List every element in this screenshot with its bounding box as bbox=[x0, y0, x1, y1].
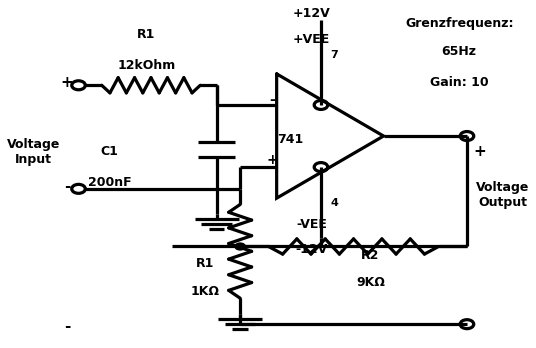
Text: 9KΩ: 9KΩ bbox=[356, 276, 385, 289]
Text: R2: R2 bbox=[361, 248, 379, 262]
Text: -12V: -12V bbox=[295, 244, 327, 256]
Text: -: - bbox=[64, 319, 70, 334]
Text: R1: R1 bbox=[137, 28, 155, 41]
Text: 4: 4 bbox=[330, 198, 338, 208]
Text: -: - bbox=[64, 179, 70, 193]
Text: 200nF: 200nF bbox=[88, 176, 132, 189]
Text: 65Hz: 65Hz bbox=[442, 45, 477, 58]
Text: +VEE: +VEE bbox=[293, 33, 330, 46]
Text: +: + bbox=[266, 153, 278, 167]
Text: 7: 7 bbox=[330, 50, 338, 60]
Text: Grenzfrequenz:: Grenzfrequenz: bbox=[405, 17, 513, 30]
Text: 741: 741 bbox=[278, 133, 304, 146]
Text: +12V: +12V bbox=[293, 7, 331, 20]
Circle shape bbox=[235, 243, 245, 250]
Text: -VEE: -VEE bbox=[296, 218, 327, 231]
Text: +: + bbox=[61, 75, 73, 90]
Text: 12kOhm: 12kOhm bbox=[117, 59, 175, 72]
Text: R1: R1 bbox=[196, 257, 214, 270]
Text: 1KΩ: 1KΩ bbox=[191, 285, 220, 298]
Text: Gain: 10: Gain: 10 bbox=[430, 76, 488, 89]
Text: C1: C1 bbox=[101, 145, 119, 158]
Text: +: + bbox=[474, 144, 486, 159]
Text: -: - bbox=[269, 93, 275, 107]
Text: Voltage
Input: Voltage Input bbox=[6, 137, 60, 166]
Text: Voltage
Output: Voltage Output bbox=[476, 181, 529, 209]
